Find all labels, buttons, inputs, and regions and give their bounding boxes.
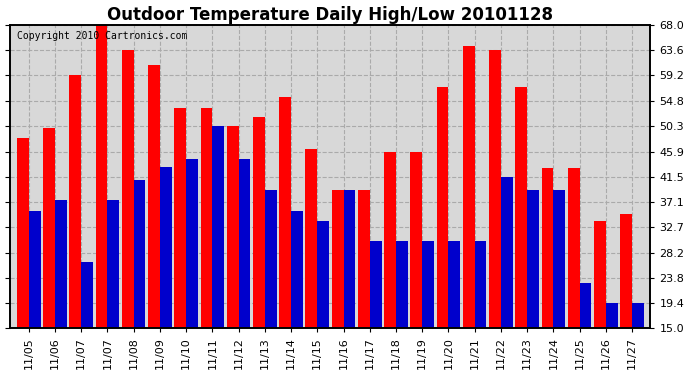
Bar (501, 177, 513, 375)
Bar (632, 303, 644, 375)
Bar (422, 242, 434, 375)
Bar (29, 210, 41, 375)
Bar (108, 200, 119, 375)
Bar (306, 149, 317, 375)
Bar (96, 25, 108, 375)
Title: Outdoor Temperature Daily High/Low 20101128: Outdoor Temperature Daily High/Low 20101… (108, 6, 553, 24)
Bar (213, 126, 224, 375)
Bar (594, 221, 606, 375)
Bar (448, 242, 460, 375)
Bar (186, 159, 198, 375)
Bar (43, 128, 55, 375)
Bar (384, 152, 396, 375)
Bar (553, 190, 565, 375)
Bar (620, 214, 632, 375)
Text: Copyright 2010 Cartronics.com: Copyright 2010 Cartronics.com (17, 31, 187, 41)
Bar (134, 180, 146, 375)
Bar (239, 159, 250, 375)
Bar (317, 221, 329, 375)
Bar (122, 50, 134, 375)
Bar (370, 242, 382, 375)
Bar (463, 46, 475, 375)
Bar (475, 242, 486, 375)
Bar (81, 262, 93, 375)
Bar (227, 126, 239, 375)
Bar (253, 117, 265, 375)
Bar (606, 303, 618, 375)
Bar (291, 210, 303, 375)
Bar (148, 65, 160, 375)
Bar (489, 50, 501, 375)
Bar (568, 168, 580, 375)
Bar (175, 108, 186, 375)
Bar (55, 200, 67, 375)
Bar (358, 190, 370, 375)
Bar (332, 190, 344, 375)
Bar (160, 167, 172, 375)
Bar (437, 87, 448, 375)
Bar (201, 108, 213, 375)
Bar (542, 168, 553, 375)
Bar (515, 87, 527, 375)
Bar (344, 190, 355, 375)
Bar (17, 138, 29, 375)
Bar (265, 190, 277, 375)
Bar (580, 283, 591, 375)
Bar (396, 242, 408, 375)
Bar (70, 75, 81, 375)
Bar (527, 190, 539, 375)
Bar (411, 152, 422, 375)
Bar (279, 97, 291, 375)
